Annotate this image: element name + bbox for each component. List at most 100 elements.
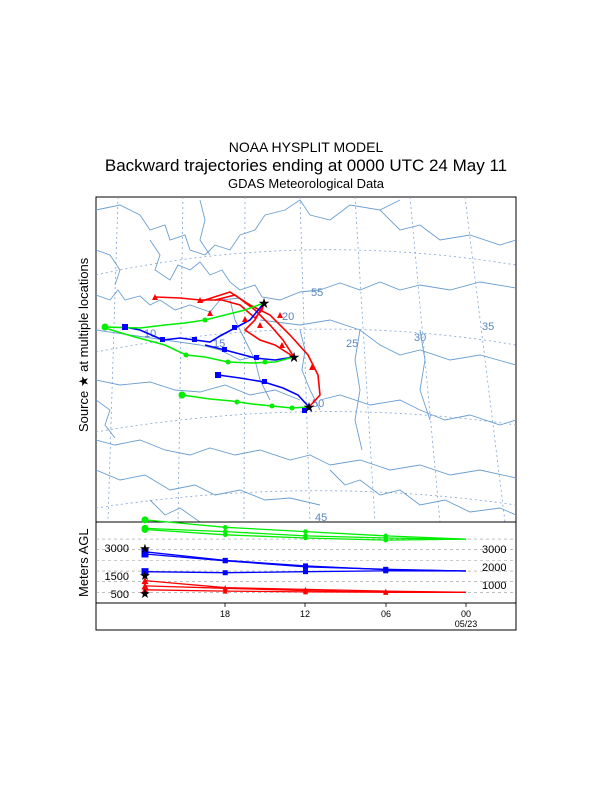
- height-point-green: [383, 537, 389, 543]
- title-line3: GDAS Meteorological Data: [228, 176, 385, 191]
- height-point-green: [222, 532, 228, 538]
- map-grid: [96, 197, 516, 522]
- height-point-red: [383, 589, 389, 595]
- height-ylabel: Meters AGL: [76, 528, 91, 597]
- trajectories: [104, 291, 321, 409]
- left-level-labels: 3000 1500 500: [105, 543, 129, 601]
- lon-label-20: 20: [282, 311, 294, 323]
- height-series: [141, 516, 467, 595]
- title-line2: Backward trajectories ending at 0000 UTC…: [105, 156, 507, 175]
- marker-green: [269, 403, 275, 409]
- marker-green: [202, 317, 208, 323]
- height-point-red: [141, 582, 149, 590]
- height-point-red: [222, 588, 228, 594]
- marker-blue: [254, 355, 259, 360]
- lat-label-45: 45: [315, 512, 327, 524]
- level-label-3000: 3000: [105, 543, 129, 555]
- marker-green: [262, 359, 268, 365]
- marker-blue: [222, 347, 227, 352]
- right-tick-1000: 1000: [482, 580, 506, 592]
- height-point-blue: [303, 564, 308, 570]
- right-tick-3000: 3000: [482, 544, 506, 556]
- marker-green: [101, 323, 109, 331]
- time-axis-frame: [95, 602, 517, 631]
- height-star-icon: ★: [139, 541, 151, 556]
- marker-red: [207, 310, 213, 316]
- traj-red-4: [243, 302, 295, 358]
- marker-blue: [122, 324, 128, 330]
- marker-blue: [262, 379, 267, 384]
- traj-blue-1: [124, 302, 265, 343]
- traj-red-2: [214, 294, 295, 358]
- level-label-500: 500: [111, 589, 129, 601]
- x-axis-labels: 18 12 06 00 05/23: [220, 609, 477, 629]
- marker-blue: [215, 372, 221, 378]
- x-tick-06: 06: [381, 609, 391, 619]
- marker-red: [279, 342, 285, 348]
- traj-blue-3: [217, 374, 310, 408]
- height-point-blue: [222, 558, 228, 564]
- x-tick-00: 00: [461, 609, 471, 619]
- marker-red: [309, 364, 315, 370]
- height-panel: ★ ★ ★ 3000 1500 500 3000 2000 1000 18 12…: [76, 516, 517, 631]
- traj-red-1: [154, 296, 265, 320]
- height-ylabel-text: Meters AGL: [76, 528, 91, 597]
- height-point-blue: [383, 568, 389, 574]
- height-point-blue: [222, 570, 228, 576]
- source-star-icon: ★: [303, 399, 316, 415]
- height-point-green: [303, 535, 308, 541]
- height-point-blue: [141, 568, 149, 576]
- height-point-green: [141, 525, 149, 533]
- traj-red-3: [199, 291, 321, 408]
- height-point-green: [222, 529, 228, 534]
- marker-blue: [232, 325, 237, 330]
- right-tick-2000: 2000: [482, 562, 506, 574]
- marker-blue: [160, 337, 165, 342]
- marker-red: [152, 294, 158, 300]
- x-axis-ticks: [224, 603, 467, 607]
- height-stars: ★ ★ ★: [139, 541, 151, 601]
- x-tick-18: 18: [220, 609, 230, 619]
- marker-green: [225, 359, 231, 365]
- traj-markers: [101, 294, 315, 413]
- level-label-1500: 1500: [105, 571, 129, 583]
- source-star-icon: ★: [258, 295, 271, 311]
- marker-green: [289, 405, 295, 411]
- traj-green-1: [104, 302, 265, 329]
- marker-green: [234, 399, 240, 405]
- height-point-red: [303, 589, 308, 595]
- grid-labels: 10 15 20 25 30 35 55 50 45: [144, 287, 494, 524]
- height-point-red: [222, 585, 228, 591]
- side-label-suffix: at multiple locations: [76, 257, 91, 372]
- height-point-green: [141, 516, 149, 524]
- title-line1: NOAA HYSPLIT MODEL: [229, 139, 384, 155]
- side-label-source: Source: [76, 391, 91, 432]
- height-point-green: [303, 529, 308, 534]
- x-date-label: 05/23: [455, 619, 478, 629]
- marker-green: [183, 352, 189, 358]
- height-point-green: [222, 525, 228, 530]
- marker-red: [242, 316, 248, 322]
- source-stars: ★ ★ ★: [258, 295, 316, 415]
- height-point-red: [141, 586, 149, 594]
- right-tick-labels: 3000 2000 1000: [482, 544, 506, 592]
- marker-blue: [302, 408, 307, 413]
- height-point-blue: [303, 569, 308, 575]
- marker-blue: [192, 337, 197, 342]
- lon-label-35: 35: [482, 321, 494, 333]
- height-point-red: [141, 577, 149, 585]
- source-side-label: Source ★ at multiple locations: [76, 257, 91, 432]
- height-star-icon: ★: [139, 568, 151, 583]
- marker-red: [257, 322, 263, 328]
- side-label-star-icon: ★: [76, 372, 91, 387]
- marker-green: [178, 391, 186, 399]
- height-point-blue: [141, 550, 149, 558]
- lon-label-30: 30: [414, 332, 426, 344]
- source-star-icon: ★: [288, 349, 301, 365]
- lon-label-25: 25: [346, 338, 358, 350]
- x-tick-12: 12: [300, 609, 310, 619]
- map-frame: [95, 196, 517, 523]
- marker-red: [197, 297, 203, 303]
- marker-red: [277, 312, 283, 318]
